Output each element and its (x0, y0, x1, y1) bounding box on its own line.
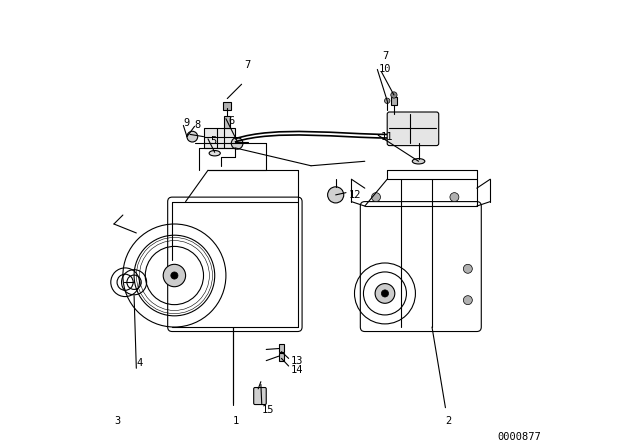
Text: 2: 2 (445, 416, 452, 426)
Circle shape (385, 98, 390, 103)
Bar (279, 353, 284, 361)
Ellipse shape (412, 159, 425, 164)
FancyBboxPatch shape (387, 112, 439, 146)
FancyBboxPatch shape (253, 388, 266, 405)
Text: 9: 9 (184, 118, 189, 128)
Text: 13: 13 (291, 356, 303, 366)
Circle shape (163, 264, 186, 287)
Text: 11: 11 (380, 132, 393, 142)
Ellipse shape (209, 151, 220, 156)
Text: 8: 8 (195, 121, 201, 130)
Circle shape (171, 272, 178, 279)
Bar (204, 128, 235, 148)
Circle shape (391, 92, 397, 98)
Circle shape (371, 193, 380, 202)
Text: 10: 10 (378, 65, 391, 74)
Text: 4: 4 (136, 358, 143, 368)
Bar (223, 102, 231, 110)
Text: 1: 1 (233, 416, 239, 426)
Circle shape (463, 296, 472, 305)
Circle shape (187, 131, 198, 142)
Text: 3: 3 (114, 416, 120, 426)
Bar (391, 97, 397, 105)
Bar (224, 116, 230, 128)
Circle shape (381, 290, 388, 297)
Text: 5: 5 (210, 136, 216, 146)
Circle shape (231, 138, 243, 149)
Text: 6: 6 (228, 116, 234, 126)
Text: 0000877: 0000877 (497, 432, 541, 442)
Circle shape (463, 264, 472, 273)
Text: 14: 14 (291, 365, 303, 375)
Circle shape (375, 284, 395, 303)
Bar (279, 344, 284, 352)
Text: 15: 15 (262, 405, 275, 415)
Circle shape (328, 187, 344, 203)
Text: 12: 12 (349, 190, 362, 200)
Circle shape (450, 193, 459, 202)
Text: 7: 7 (244, 60, 250, 70)
Text: 7: 7 (383, 51, 389, 61)
